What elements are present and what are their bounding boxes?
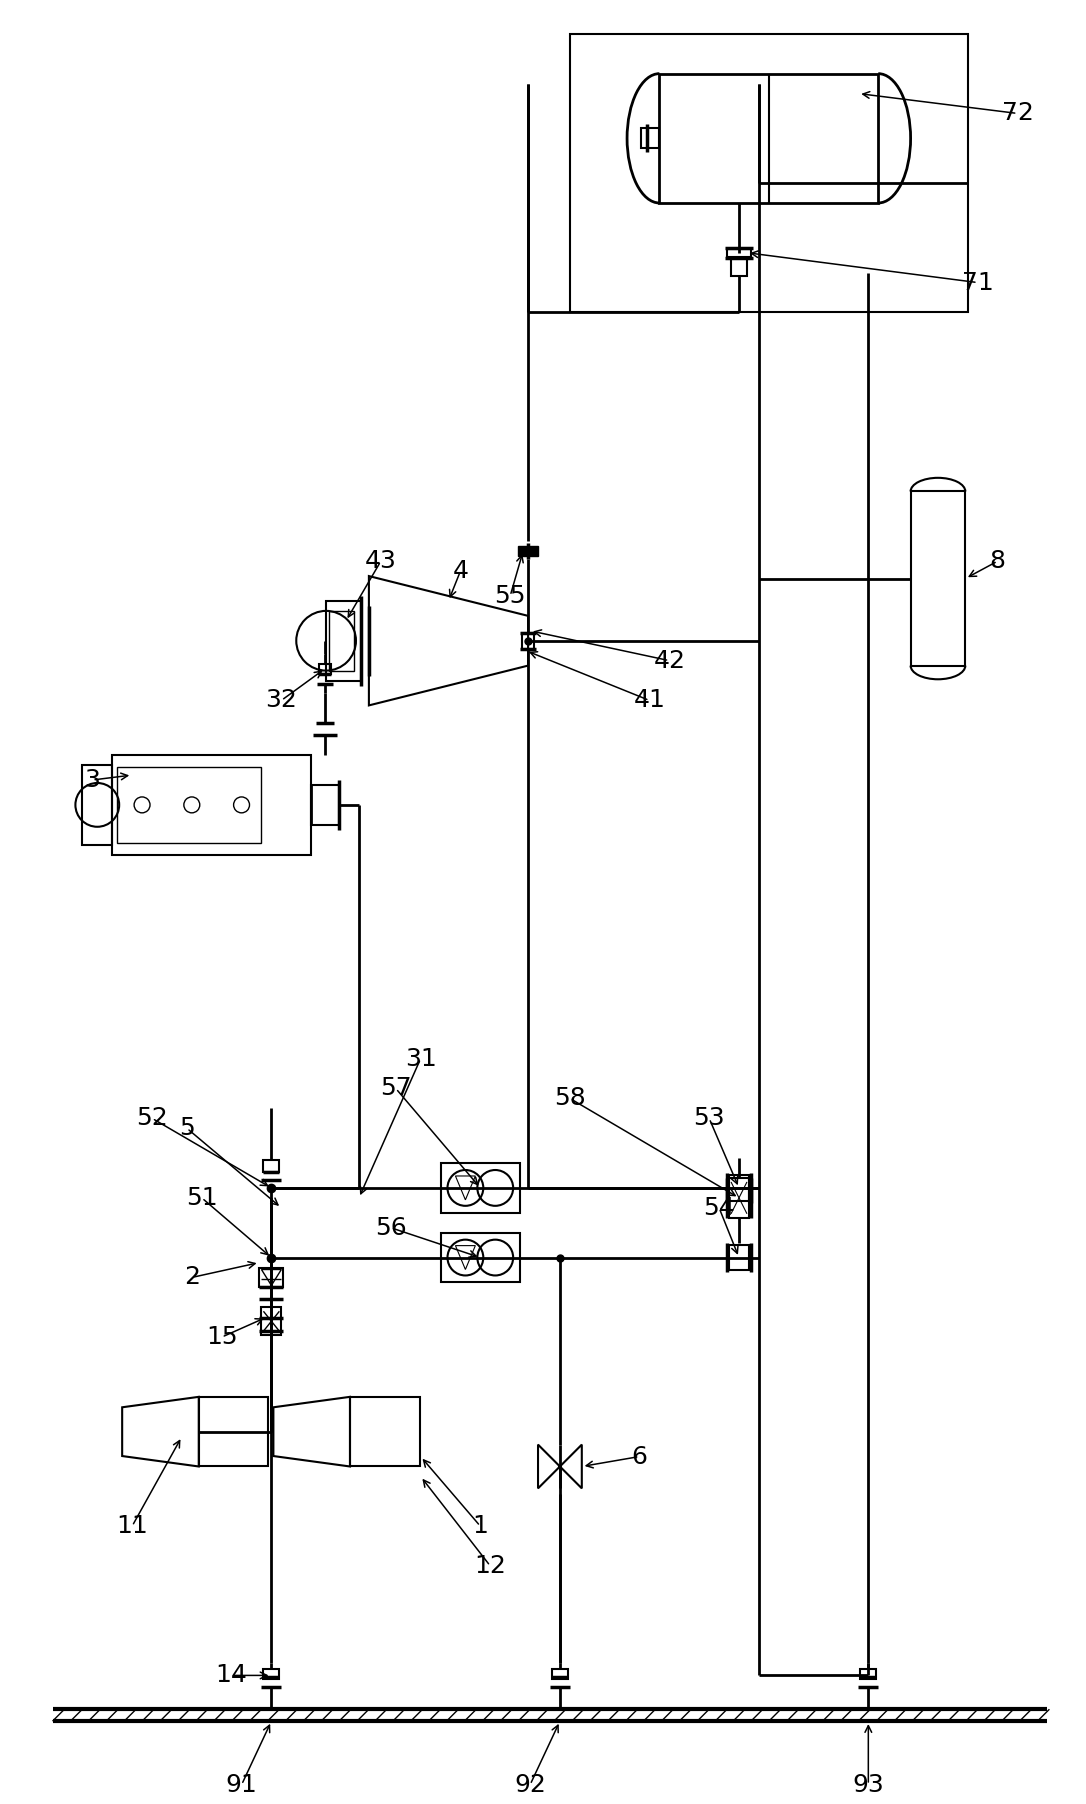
Text: 6: 6 xyxy=(631,1445,647,1468)
Bar xyxy=(729,1245,749,1270)
Bar xyxy=(117,767,262,842)
Text: 1: 1 xyxy=(472,1514,489,1539)
Text: 31: 31 xyxy=(405,1046,437,1070)
Text: 91: 91 xyxy=(226,1773,257,1797)
Text: 54: 54 xyxy=(704,1196,735,1220)
Bar xyxy=(329,612,354,671)
Text: 43: 43 xyxy=(365,548,396,574)
Text: 8: 8 xyxy=(989,548,1006,574)
Text: 15: 15 xyxy=(206,1326,238,1349)
Bar xyxy=(326,601,361,680)
Bar xyxy=(570,34,968,312)
Bar xyxy=(860,1669,876,1680)
Text: 71: 71 xyxy=(962,271,994,294)
Bar xyxy=(83,765,112,844)
Bar xyxy=(642,128,659,148)
Text: 93: 93 xyxy=(853,1773,884,1797)
Bar xyxy=(260,1268,283,1288)
Bar xyxy=(659,74,879,204)
Bar xyxy=(199,1396,268,1467)
Text: 92: 92 xyxy=(514,1773,546,1797)
Bar xyxy=(319,664,331,673)
Bar xyxy=(729,1178,749,1218)
Text: 55: 55 xyxy=(494,584,526,608)
Text: 4: 4 xyxy=(453,559,468,583)
Text: 51: 51 xyxy=(186,1185,217,1210)
Text: 12: 12 xyxy=(475,1553,506,1578)
Bar xyxy=(441,1232,520,1283)
Bar xyxy=(727,249,750,256)
Bar xyxy=(112,756,312,855)
Bar xyxy=(522,633,534,649)
Text: 11: 11 xyxy=(116,1514,148,1539)
Bar xyxy=(264,1160,279,1173)
Text: 58: 58 xyxy=(554,1086,585,1111)
Text: 42: 42 xyxy=(654,649,685,673)
Bar xyxy=(350,1396,419,1467)
Text: 32: 32 xyxy=(265,689,298,713)
Bar xyxy=(910,491,965,666)
Text: 57: 57 xyxy=(380,1077,412,1100)
Bar xyxy=(262,1308,281,1335)
Text: 72: 72 xyxy=(1001,101,1034,126)
Bar xyxy=(312,785,339,824)
Text: 3: 3 xyxy=(85,769,100,792)
Text: 14: 14 xyxy=(216,1663,248,1687)
Text: 52: 52 xyxy=(136,1106,168,1131)
Bar xyxy=(552,1669,568,1680)
Text: 5: 5 xyxy=(179,1117,194,1140)
Text: 2: 2 xyxy=(184,1265,200,1290)
Text: 56: 56 xyxy=(375,1216,406,1239)
Text: 41: 41 xyxy=(633,689,666,713)
Text: 53: 53 xyxy=(693,1106,725,1131)
Bar xyxy=(731,258,747,276)
Bar xyxy=(264,1669,279,1680)
Bar xyxy=(729,1174,749,1201)
Bar xyxy=(441,1164,520,1212)
